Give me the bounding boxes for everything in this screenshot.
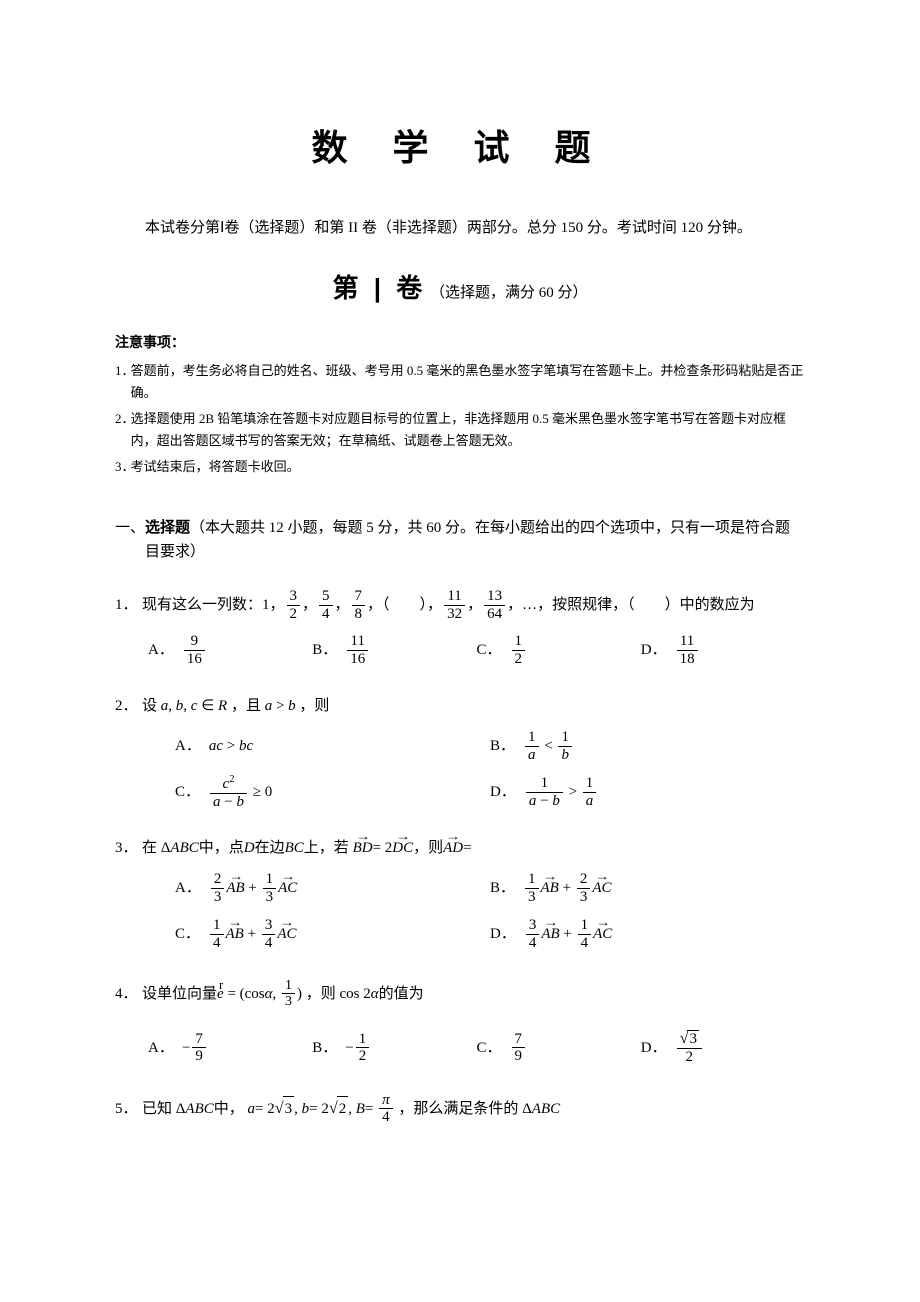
q1-stem: 现有这么一列数：1， 32 ， 54 ， 78 ，（ ）， 1132 ， 136… (142, 588, 805, 622)
q-section-text: 选择题（本大题共 12 小题，每题 5 分，共 60 分。在每小题给出的四个选项… (145, 516, 805, 564)
q3-opt-d: D． 34 AB + 14 AC (490, 914, 805, 954)
question-3: 3． 在 ΔABC 中，点 D 在边 BC 上，若 BD = 2 DC ，则 A… (115, 836, 805, 960)
notice-item-1: 1． 答题前，考生务必将自己的姓名、班级、考号用 0.5 毫米的黑色墨水签字笔填… (115, 360, 805, 404)
q1-num: 1． (115, 593, 142, 617)
q3-options: A． 23 AB + 13 AC B． 13 AB + 23 AC C． 14 … (175, 868, 805, 960)
q3-opt-a: A． 23 AB + 13 AC (175, 868, 490, 908)
notice-text-1: 答题前，考生务必将自己的姓名、班级、考号用 0.5 毫米的黑色墨水签字笔填写在答… (131, 360, 805, 404)
q1-opt-c: C． 12 (477, 630, 641, 670)
section-1-label-big: 第 | 卷 (333, 273, 427, 303)
q2-opt-b: B． 1a < 1b (490, 726, 805, 766)
question-section-header: 一、 选择题（本大题共 12 小题，每题 5 分，共 60 分。在每小题给出的四… (115, 516, 805, 564)
q5-stem: 已知 ΔABC 中， a = 2√3, b = 2√2, B = π4 ，那么满… (142, 1092, 805, 1126)
q2-options: A． ac > bc B． 1a < 1b C． c2a − b ≥ 0 D． … (175, 726, 805, 818)
section-1-label-small: （选择题，满分 60 分） (430, 285, 588, 301)
q1-opt-d: D． 1118 (641, 630, 805, 670)
q4-opt-a: A． −79 (148, 1028, 312, 1068)
q-section-bold: 选择题 (145, 520, 190, 536)
intro-paragraph: 本试卷分第Ⅰ卷（选择题）和第 II 卷（非选择题）两部分。总分 150 分。考试… (115, 216, 805, 240)
q4-stem: 设单位向量 re = (cos α, 13 ) ，则 cos 2α 的值为 (142, 978, 805, 1010)
q2-stem: 设 a, b, c ∈ R ，且 a > b ，则 (142, 694, 805, 718)
q2-opt-a: A． ac > bc (175, 726, 490, 766)
section-1-header: 第 | 卷 （选择题，满分 60 分） (115, 268, 805, 310)
notice-text-2: 选择题使用 2B 铅笔填涂在答题卡对应题目标号的位置上，非选择题用 0.5 毫米… (131, 408, 805, 452)
q5-num: 5． (115, 1097, 142, 1121)
q4-opt-b: B． −12 (312, 1028, 476, 1068)
q-section-num: 一、 (115, 516, 145, 564)
question-1: 1． 现有这么一列数：1， 32 ， 54 ， 78 ，（ ）， 1132 ， … (115, 588, 805, 676)
q1-opt-a: A． 916 (148, 630, 312, 670)
question-2: 2． 设 a, b, c ∈ R ，且 a > b ，则 A． ac > bc … (115, 694, 805, 818)
q3-opt-c: C． 14 AB + 34 AC (175, 914, 490, 954)
q4-opt-d: D． √32 (641, 1028, 805, 1068)
q1-opt-b: B． 1116 (312, 630, 476, 670)
q3-opt-b: B． 13 AB + 23 AC (490, 868, 805, 908)
q2-num: 2． (115, 694, 142, 718)
q1-options: A． 916 B． 1116 C． 12 D． 1118 (148, 630, 805, 676)
q3-num: 3． (115, 836, 142, 860)
q4-num: 4． (115, 982, 142, 1006)
q3-stem: 在 ΔABC 中，点 D 在边 BC 上，若 BD = 2 DC ，则 AD = (142, 836, 805, 860)
page-title: 数 学 试 题 (115, 120, 805, 178)
notice-item-3: 3． 考试结束后，将答题卡收回。 (115, 456, 805, 478)
notice-num-3: 3． (115, 456, 131, 478)
q4-options: A． −79 B． −12 C． 79 D． √32 (148, 1028, 805, 1074)
q2-opt-c: C． c2a − b ≥ 0 (175, 772, 490, 812)
notice-text-3: 考试结束后，将答题卡收回。 (131, 456, 805, 478)
notice-list: 1． 答题前，考生务必将自己的姓名、班级、考号用 0.5 毫米的黑色墨水签字笔填… (115, 360, 805, 478)
notice-num-1: 1． (115, 360, 131, 404)
q2-opt-d: D． 1a − b > 1a (490, 772, 805, 812)
notice-title: 注意事项： (115, 333, 805, 355)
q4-opt-c: C． 79 (477, 1028, 641, 1068)
q-section-desc: （本大题共 12 小题，每题 5 分，共 60 分。在每小题给出的四个选项中，只… (145, 520, 790, 560)
question-4: 4． 设单位向量 re = (cos α, 13 ) ，则 cos 2α 的值为… (115, 978, 805, 1074)
notice-item-2: 2． 选择题使用 2B 铅笔填涂在答题卡对应题目标号的位置上，非选择题用 0.5… (115, 408, 805, 452)
notice-num-2: 2． (115, 408, 131, 452)
question-5: 5． 已知 ΔABC 中， a = 2√3, b = 2√2, B = π4 ，… (115, 1092, 805, 1126)
